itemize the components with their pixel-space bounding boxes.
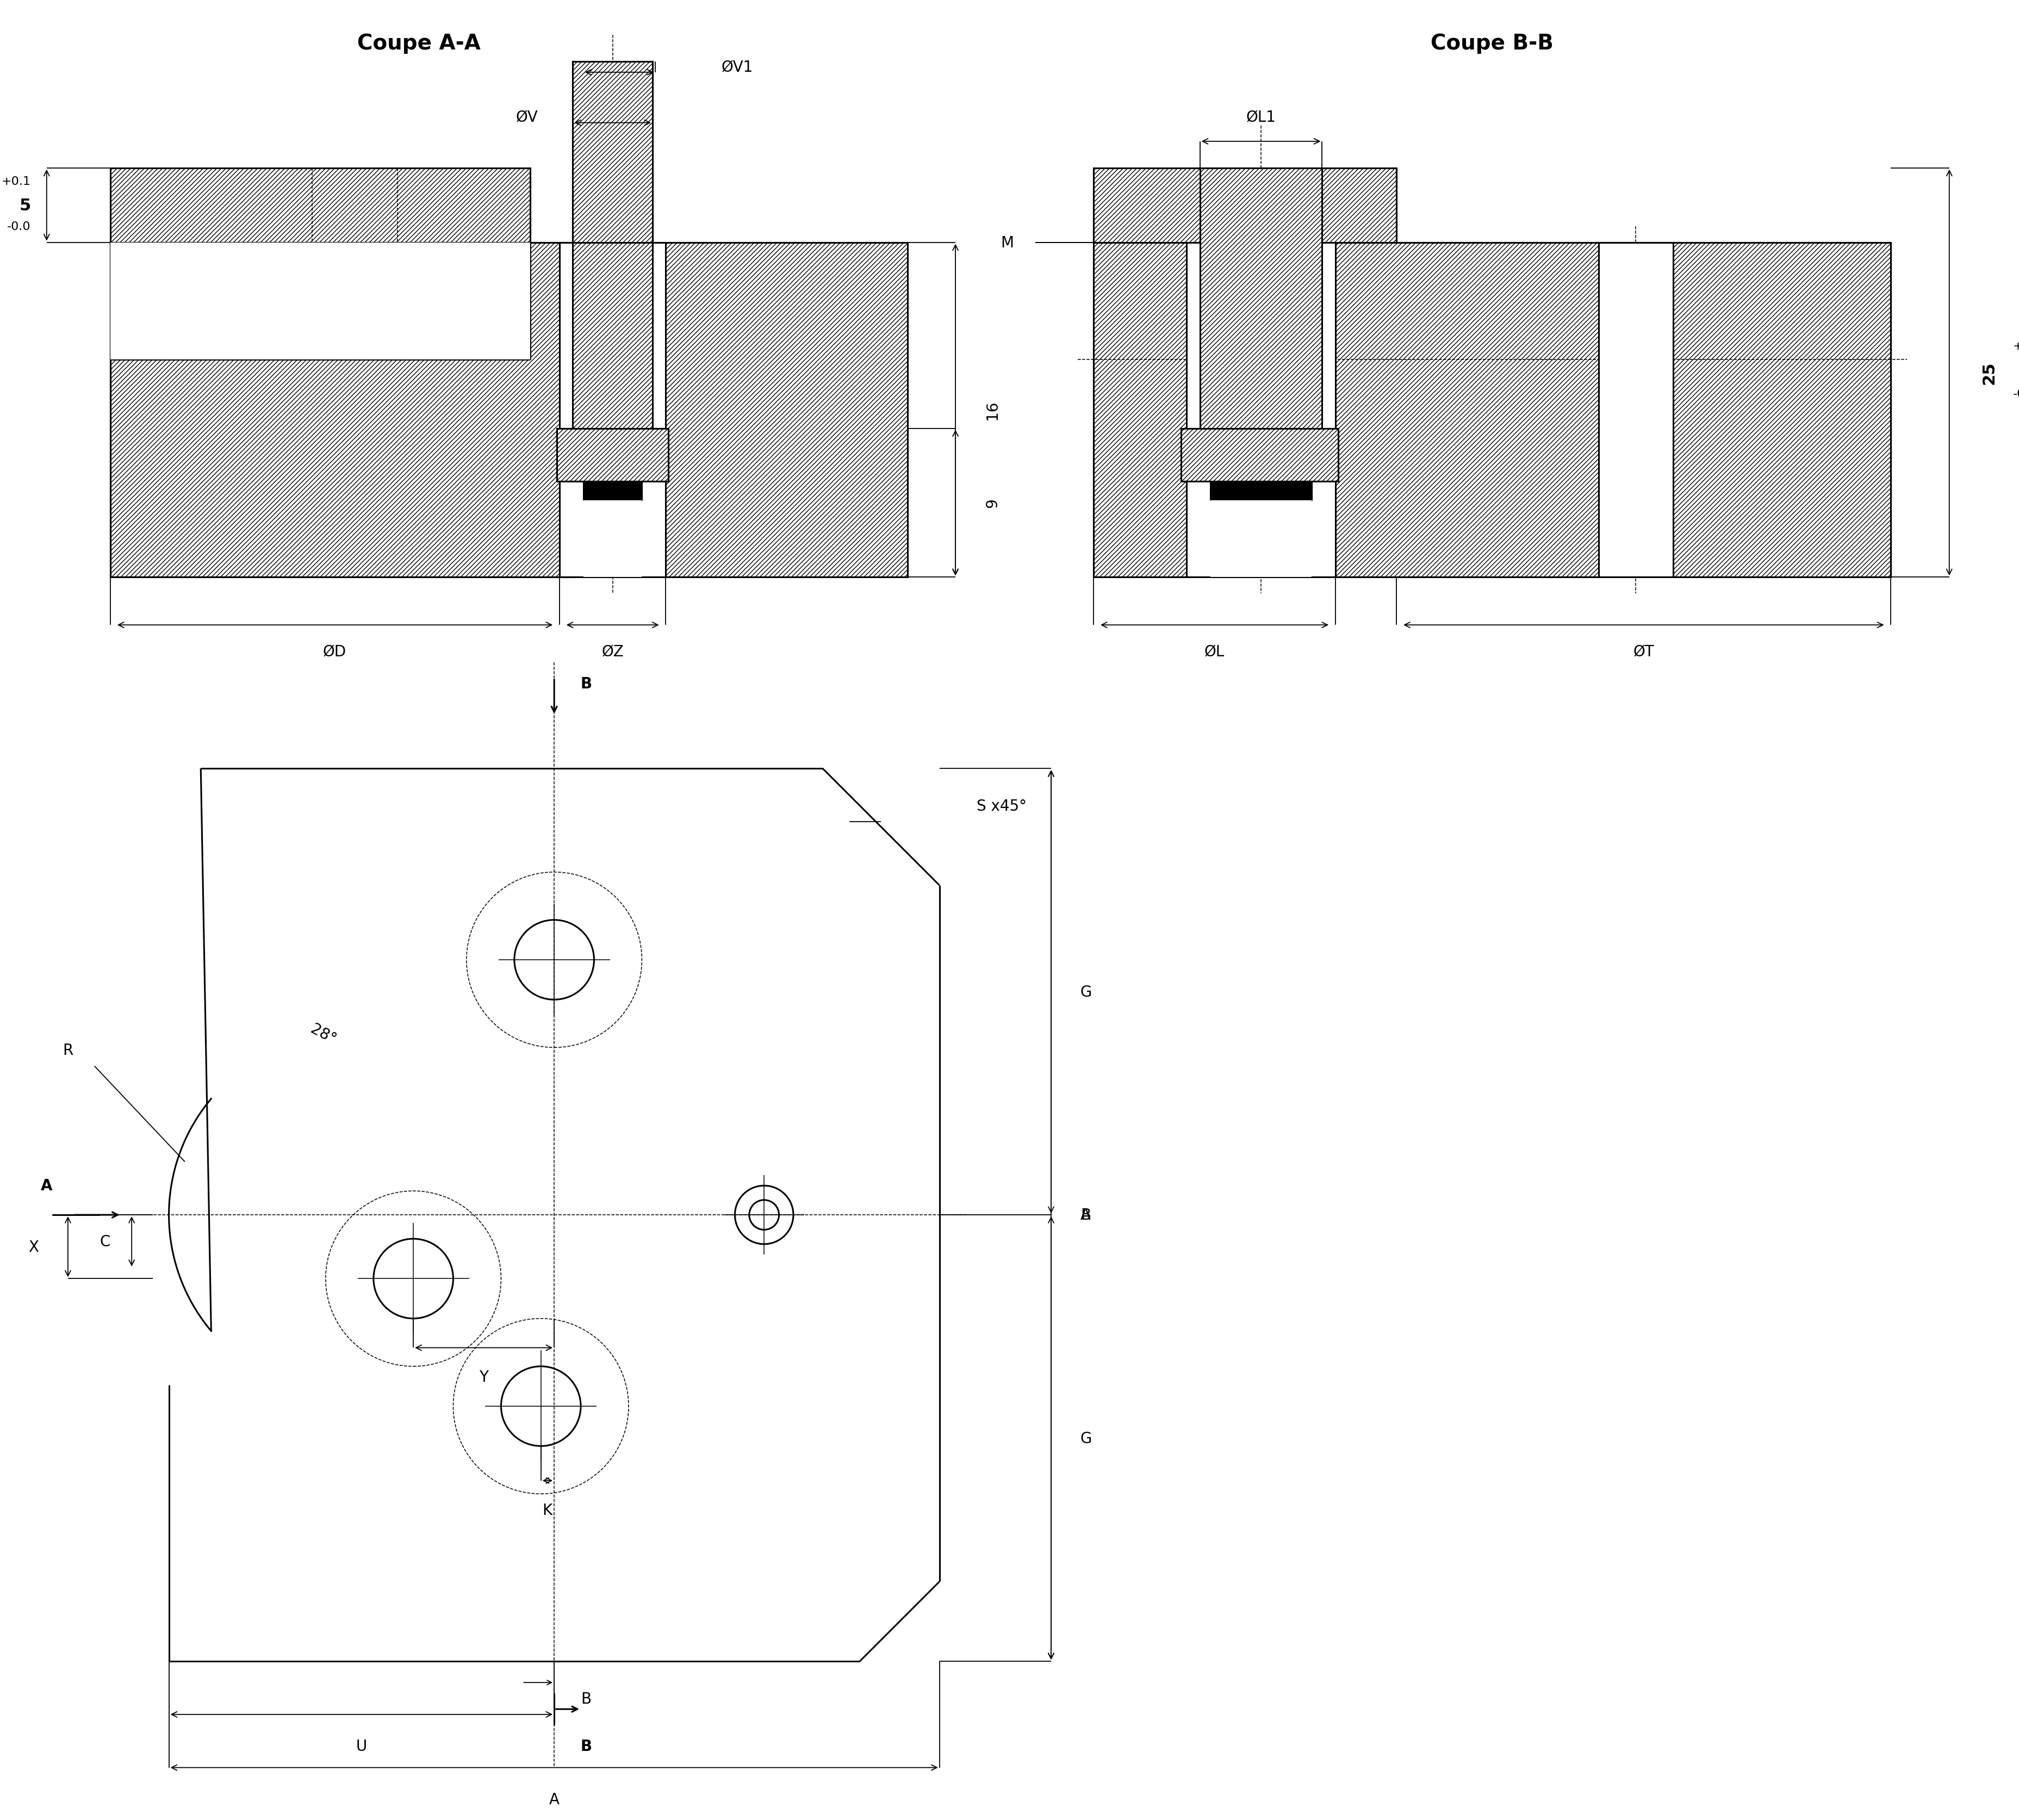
Bar (573, 62, 652, 242)
Text: Coupe A-A: Coupe A-A (357, 33, 481, 55)
Bar (111, 242, 531, 360)
Text: K: K (543, 1501, 553, 1518)
Text: +0.1: +0.1 (2, 177, 30, 187)
Text: B: B (579, 675, 592, 692)
Text: B: B (579, 1738, 592, 1754)
Bar (573, 242, 652, 430)
Text: ØD: ØD (323, 644, 347, 659)
Text: ØL1: ØL1 (1246, 111, 1276, 126)
Text: R: R (63, 1043, 73, 1057)
Text: 5: 5 (18, 198, 30, 213)
Text: A: A (40, 1178, 52, 1194)
Text: ØV: ØV (517, 111, 539, 126)
Text: -0: -0 (2013, 389, 2019, 400)
Text: A: A (1080, 1207, 1090, 1223)
Bar (111, 242, 909, 577)
Bar (583, 482, 642, 500)
Bar (111, 169, 531, 242)
Text: C: C (99, 1234, 111, 1249)
Text: M: M (1001, 235, 1014, 251)
Bar (1211, 500, 1312, 577)
Text: B: B (1080, 1207, 1090, 1223)
Bar (1211, 482, 1312, 500)
Text: 16: 16 (985, 400, 999, 420)
Bar (1199, 169, 1322, 430)
Bar (583, 482, 642, 500)
Text: -0.0: -0.0 (6, 222, 30, 233)
Text: 9: 9 (985, 499, 999, 508)
Bar (573, 242, 652, 430)
Bar (1181, 430, 1339, 482)
Bar (111, 242, 573, 577)
Text: U: U (355, 1738, 367, 1754)
Text: G: G (1080, 985, 1092, 999)
Bar (557, 430, 668, 482)
Text: Y: Y (479, 1369, 489, 1385)
Bar (557, 430, 668, 482)
Text: 28°: 28° (307, 1021, 339, 1046)
Text: ØV1: ØV1 (721, 60, 753, 75)
Bar (1187, 242, 1335, 577)
Bar (557, 430, 668, 482)
Bar (1181, 430, 1339, 482)
Bar (1094, 169, 1397, 242)
Bar (1211, 482, 1312, 500)
Bar (573, 242, 652, 430)
Text: A: A (549, 1793, 559, 1807)
Bar (573, 62, 652, 242)
Text: G: G (1080, 1431, 1092, 1445)
Bar (1094, 242, 1892, 577)
Text: Coupe B-B: Coupe B-B (1431, 33, 1555, 55)
Bar (111, 242, 531, 360)
Text: B: B (581, 1691, 592, 1705)
Bar (583, 482, 642, 500)
Bar (583, 500, 642, 577)
Bar (1599, 242, 1674, 577)
Text: 25: 25 (1981, 362, 1997, 384)
Bar (559, 242, 666, 577)
Text: S x45°: S x45° (977, 799, 1028, 814)
Text: X: X (28, 1239, 38, 1254)
Text: ØZ: ØZ (602, 644, 624, 659)
Text: ØT: ØT (1633, 644, 1654, 659)
Text: +1: +1 (2013, 340, 2019, 351)
Text: ØL: ØL (1203, 644, 1224, 659)
